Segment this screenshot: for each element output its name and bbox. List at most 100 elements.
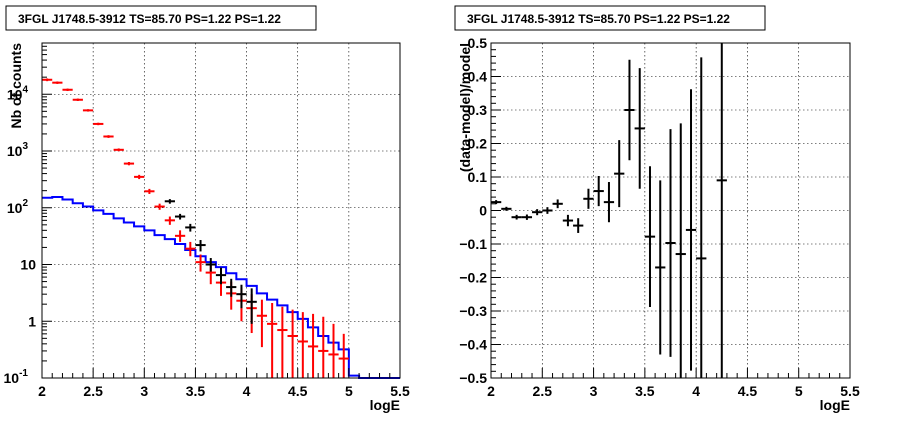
left-black-data-point [236, 284, 247, 309]
left-red-data-point [123, 161, 135, 166]
right-x-axis: 2 2.5 3 3.5 4 4.5 5 5.5 [487, 368, 860, 399]
right-y-axis-title: (data-model)/model [457, 43, 473, 172]
left-x-tick-label: 3.5 [186, 383, 206, 399]
left-red-data-point [154, 203, 165, 210]
right-residual-point [593, 175, 604, 207]
right-panel: 2 2.5 3 3.5 4 4.5 5 5.5 −0.5 −0.4 −0.3 −0.2 −0.1 0 0.… [454, 5, 860, 413]
right-y-tick-label: −0.3 [459, 303, 487, 319]
left-red-data-point [113, 148, 124, 152]
left-x-tick-label: 4 [243, 383, 251, 399]
left-x-tick-label: 4.5 [288, 383, 308, 399]
right-residual-point [562, 214, 574, 227]
left-red-data-point [256, 299, 268, 348]
right-x-tick-label: 3.5 [635, 383, 655, 399]
left-red-data-point [93, 122, 104, 126]
left-red-data-point [72, 98, 83, 102]
right-residual-point [675, 123, 686, 378]
left-x-axis: 2 2.5 3 3.5 4 4.5 5 5.5 [38, 368, 410, 399]
left-red-data-point [103, 135, 114, 138]
right-y-tick-label: −0.5 [459, 370, 487, 386]
left-x-axis-title: logE [370, 397, 400, 413]
left-black-data-point [226, 278, 237, 297]
left-x-tick-label: 5.5 [390, 383, 410, 399]
left-red-data-point [328, 323, 339, 378]
left-y-axis-title: Nb of counts [8, 43, 24, 129]
right-x-tick-label: 2.5 [533, 383, 553, 399]
left-x-tick-label: 2.5 [83, 383, 103, 399]
left-red-data-point [287, 309, 298, 378]
right-x-tick-label: 5 [795, 383, 803, 399]
left-red-data-point [277, 306, 288, 378]
left-x-tick-label: 2 [38, 383, 46, 399]
left-red-data-point [52, 81, 63, 84]
right-residual-point [716, 43, 727, 378]
right-x-tick-label: 4.5 [738, 383, 758, 399]
left-red-data-point [42, 78, 53, 82]
left-red-data-point [82, 109, 94, 112]
right-residual-point [655, 180, 666, 355]
right-residual-point [614, 140, 625, 208]
right-residual-series [491, 43, 727, 378]
right-residual-point [665, 129, 676, 357]
left-red-data-point [185, 241, 196, 257]
right-residual-point [532, 209, 543, 216]
right-residual-point [603, 182, 615, 223]
right-title-box [454, 5, 766, 31]
left-y-tick-label: 103 [7, 141, 29, 159]
right-residual-point [521, 214, 533, 220]
right-x-tick-label: 5.5 [840, 383, 860, 399]
left-red-data-point [338, 333, 349, 378]
left-red-data-point [195, 254, 206, 272]
left-red-data-point [164, 216, 175, 225]
left-red-data-point [62, 88, 73, 92]
right-residual-point [573, 218, 584, 233]
left-red-data-point [144, 188, 155, 194]
left-black-data-point [185, 223, 196, 232]
left-black-data-point [195, 240, 206, 252]
right-y-tick-label: −0.1 [459, 236, 487, 252]
left-red-data-point [307, 313, 319, 378]
left-black-data-point [215, 267, 227, 285]
right-residual-point [501, 206, 512, 211]
right-y-tick-label: −0.4 [459, 337, 487, 353]
left-y-tick-label: 104 [7, 84, 29, 102]
left-red-data-point [318, 316, 329, 378]
right-y-tick-label: 0.5 [468, 35, 488, 51]
left-x-tick-label: 5 [345, 383, 353, 399]
right-y-tick-label: 0 [479, 203, 487, 219]
left-red-data-point [297, 312, 308, 378]
right-residual-point [696, 57, 707, 378]
left-black-data-point [246, 288, 257, 324]
left-black-counts-series [164, 199, 257, 324]
right-y-tick-label: 0.4 [468, 69, 488, 85]
right-y-tick-label: 0.2 [468, 136, 488, 152]
left-black-data-point [205, 258, 216, 272]
right-y-tick-label: 0.1 [468, 169, 488, 185]
right-y-axis: −0.5 −0.4 −0.3 −0.2 −0.1 0 0.1 0.2 0.3 0.4 0.5 [459, 35, 501, 386]
right-residual-point [583, 188, 594, 209]
left-red-data-point [174, 230, 186, 242]
right-residual-point [542, 207, 553, 214]
right-residual-point [644, 166, 656, 307]
left-chart-title: 3FGL J1748.5-3912 TS=85.70 PS=1.22 PS=1.… [18, 12, 281, 26]
right-x-tick-label: 3 [590, 383, 598, 399]
left-red-data-point [267, 302, 278, 378]
right-x-tick-label: 2 [487, 383, 495, 399]
left-y-axis: 10-1 1 10 102 103 104 [4, 42, 52, 386]
left-black-data-point [174, 213, 186, 220]
left-title-box [5, 5, 317, 31]
right-x-axis-title: logE [820, 397, 850, 413]
left-panel: 2 2.5 3 3.5 4 4.5 5 5.5 10-1 1 10 102 103 104 logE N… [4, 5, 410, 413]
left-blue-model-line [42, 195, 400, 379]
left-y-tick-label: 10 [20, 257, 36, 273]
right-y-tick-label: 0.3 [468, 102, 488, 118]
left-y-tick-label: 1 [28, 313, 36, 329]
left-red-data-point [134, 174, 145, 180]
right-residual-point [624, 59, 635, 161]
left-model-histogram [42, 195, 400, 379]
right-residual-point [685, 89, 697, 371]
left-black-data-point [164, 199, 175, 204]
right-residual-point [552, 199, 563, 209]
right-residual-point [634, 68, 645, 189]
